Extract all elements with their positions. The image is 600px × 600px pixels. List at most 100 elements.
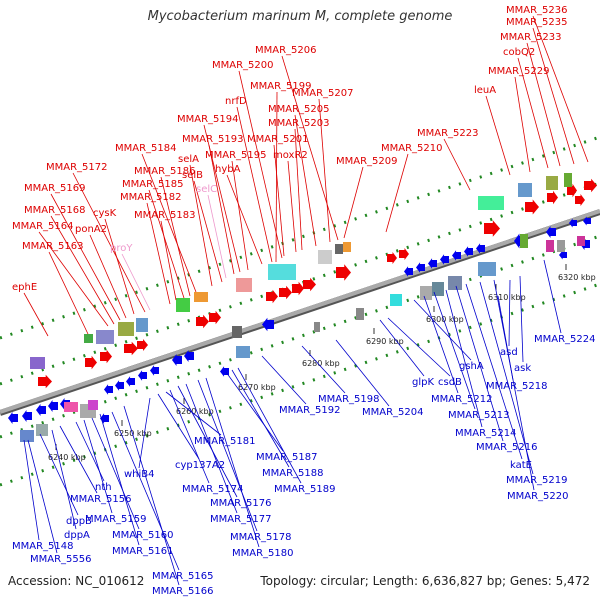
reverse-gene-label: MMAR_5181 [194,436,256,447]
forward-leader-line [238,70,283,259]
forward-gene-arrow [100,349,112,364]
reverse-gene-label: MMAR_5192 [279,405,341,416]
reverse-gene-label: ask [514,363,531,374]
forward-leader-line [532,27,575,165]
reverse-gene-label: MMAR_5177 [210,514,272,525]
forward-leader-line [121,253,151,311]
forward-gene-arrow [484,220,500,237]
forward-gene-label: selC [196,184,217,195]
gene-feature-box [176,298,190,312]
reverse-leader-line [543,259,562,334]
reverse-gene-label: cyp137A2 [175,460,225,471]
reverse-leader-line [379,319,425,377]
reverse-gene-arrow [115,380,124,391]
reverse-gene-label: MMAR_5156 [70,494,132,505]
forward-leader-line [443,138,471,191]
reverse-leader-line [205,377,260,548]
reverse-gene-label: MMAR_5178 [230,532,292,543]
reverse-leader-line [27,439,58,554]
gene-feature-box [88,400,98,410]
forward-gene-arrow [196,314,209,329]
forward-gene-label: hybA [215,164,241,175]
reverse-gene-label: MMAR_5176 [210,498,272,509]
gene-feature-box [546,176,558,190]
forward-leader-line [526,42,561,167]
reverse-leader-line [519,275,524,363]
forward-gene-label: MMAR_5229 [488,66,550,77]
gene-feature-box [335,244,343,254]
scale-label: 6310 kbp [488,293,526,302]
forward-gene-arrow [336,264,351,281]
forward-gene-arrow [525,199,539,215]
reverse-gene-label: MMAR_5148 [12,541,74,552]
forward-gene-arrow [38,374,52,389]
gene-feature-box [314,322,320,332]
gene-feature-box [64,402,78,412]
reverse-gene-label: MMAR_5198 [318,394,380,405]
forward-leader-line [50,215,115,325]
reverse-gene-arrow [559,250,567,260]
reverse-gene-arrow [138,370,147,381]
reverse-leader-line [91,417,140,530]
forward-gene-label: MMAR_5223 [417,128,479,139]
forward-leader-line [50,193,121,321]
gene-feature-box [194,292,208,302]
forward-leader-line [38,231,109,327]
forward-gene-arrow [575,194,585,206]
reverse-gene-label: MMAR_5204 [362,407,424,418]
reverse-gene-arrow [36,404,46,416]
forward-gene-label: MMAR_5183 [134,210,196,221]
gene-feature-box [420,286,432,300]
forward-leader-line [385,153,409,233]
forward-leader-line [517,57,549,169]
forward-gene-arrow [399,248,409,260]
forward-gene-label: selB [182,170,203,181]
reverse-leader-line [169,389,210,484]
gene-feature-box [557,240,565,252]
gene-feature-box [546,240,554,252]
forward-gene-label: leuA [474,85,496,96]
reverse-leader-line [445,289,483,428]
gene-feature-box [564,173,572,187]
gene-feature-box [432,282,444,296]
forward-leader-line [343,166,364,239]
reverse-gene-arrow [416,262,425,273]
forward-gene-label: MMAR_5203 [268,118,330,129]
reverse-gene-arrow [440,254,449,265]
scale-label: 6300 kbp [426,315,464,324]
reverse-gene-label: katE [510,460,532,471]
gene-feature-box [478,196,504,210]
reverse-leader-line [197,379,258,532]
forward-leader-line [160,176,191,297]
forward-gene-label: MMAR_5182 [120,192,182,203]
reverse-gene-label: MMAR_5160 [112,530,174,541]
forward-leader-line [281,55,339,241]
reverse-leader-line [497,295,514,381]
reverse-gene-arrow [48,400,58,412]
gene-feature-box [118,322,134,336]
reverse-leader-line [177,385,238,498]
reverse-gene-label: MMAR_5165 [152,571,214,582]
forward-leader-line [231,160,249,271]
scale-label: 6270 kbp [238,383,276,392]
gene-feature-box [268,264,296,280]
reverse-leader-line [301,345,346,394]
gene-feature-box [232,326,242,338]
gene-feature-box [96,330,114,344]
reverse-leader-line [165,391,222,436]
forward-gene-label: ephE [12,282,37,293]
reverse-leader-line [39,433,79,516]
reverse-gene-label: csdB [438,377,462,388]
forward-gene-label: MMAR_5199 [250,81,312,92]
forward-gene-label: MMAR_5210 [381,143,443,154]
reverse-gene-label: MMAR_5166 [152,586,214,597]
forward-gene-label: MMAR_5186 [134,166,196,177]
forward-leader-line [514,76,531,173]
forward-leader-line [532,15,589,163]
forward-gene-label: proY [110,243,133,254]
forward-gene-arrow [387,252,397,264]
reverse-gene-arrow [476,243,485,254]
gene-feature-box [236,346,250,358]
reverse-gene-arrow [126,376,135,387]
